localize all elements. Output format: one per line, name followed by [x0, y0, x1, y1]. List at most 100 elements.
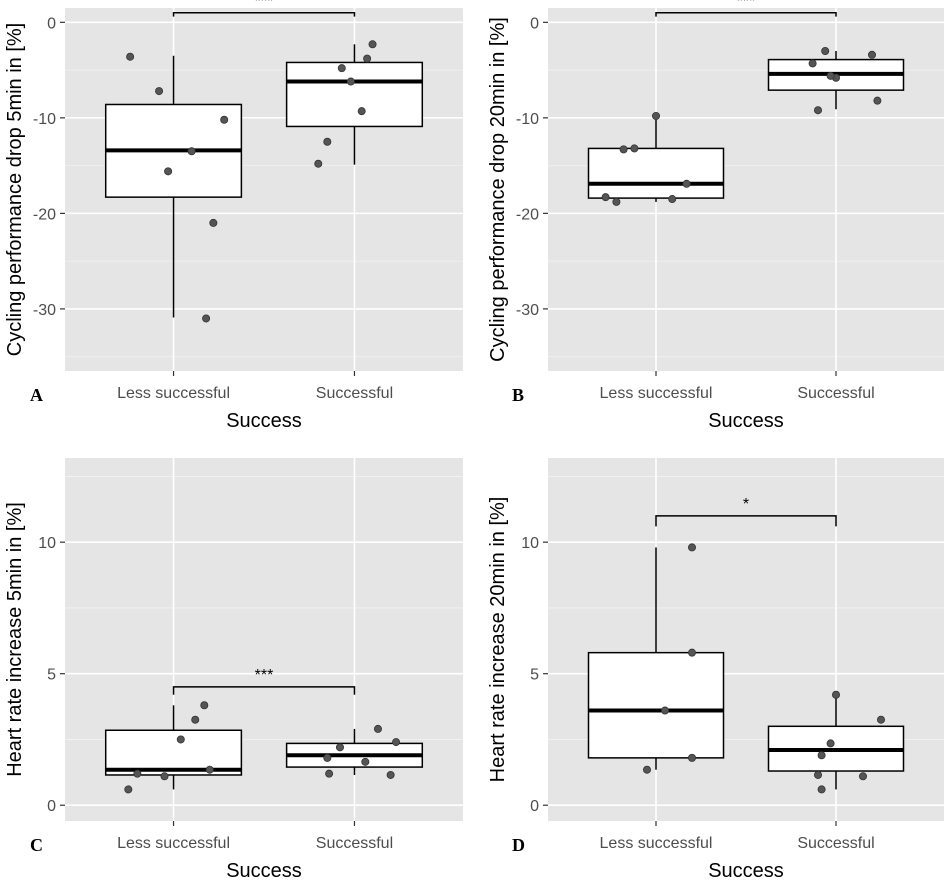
data-point [630, 144, 639, 153]
data-point [323, 753, 332, 762]
data-point [386, 770, 395, 779]
data-point [191, 715, 200, 724]
y-axis-title: Cycling performance drop 20min in [%] [487, 17, 509, 362]
data-point [826, 71, 835, 80]
data-point [832, 690, 841, 699]
data-point [661, 706, 670, 715]
y-tick-label: -10 [516, 111, 539, 128]
data-point [160, 772, 169, 781]
data-point [209, 218, 218, 227]
y-axis-title: Heart rate increase 5min in [%] [4, 502, 26, 777]
data-point [363, 54, 372, 63]
data-point [392, 738, 401, 747]
data-point [187, 147, 196, 156]
data-point [826, 739, 835, 748]
x-tick-label: Successful [797, 835, 874, 852]
y-axis-title: Heart rate increase 20min in [%] [487, 497, 509, 783]
y-tick-label: -30 [516, 302, 539, 319]
data-point [808, 59, 817, 68]
y-tick-label: 0 [47, 798, 56, 815]
data-point [346, 77, 355, 86]
x-tick-label: Successful [316, 835, 393, 852]
data-point [873, 96, 882, 105]
data-point [859, 772, 868, 781]
x-axis-title: Success [226, 860, 302, 882]
y-tick-label: 10 [38, 535, 56, 552]
significance-label: *** [255, 0, 274, 10]
panel-letter: A [30, 385, 43, 405]
y-tick-label: 10 [521, 535, 539, 552]
data-point [643, 765, 652, 774]
significance-bracket [655, 515, 837, 527]
x-tick-label: Less successful [600, 835, 713, 852]
data-point [220, 115, 229, 124]
data-point [601, 193, 610, 202]
data-point [323, 137, 332, 146]
data-point [373, 724, 382, 733]
data-point [205, 765, 214, 774]
data-point [668, 195, 677, 204]
x-tick-label: Less successful [117, 835, 230, 852]
significance-bracket [172, 686, 356, 695]
y-tick-label: 5 [530, 667, 539, 684]
data-point [325, 769, 334, 778]
box-less-successful [587, 147, 725, 199]
box-successful [285, 61, 424, 128]
data-point [682, 179, 691, 188]
data-point [619, 145, 628, 154]
chart-panel-d: 0 5 10 Less successful Successful * Success Hea… [487, 458, 944, 882]
data-point [817, 751, 826, 760]
data-point [688, 543, 697, 552]
x-axis-title: Success [708, 860, 784, 882]
data-point [817, 785, 826, 794]
x-tick-label: Successful [797, 385, 874, 402]
significance-label: *** [255, 667, 274, 684]
y-axis-title: Cycling performance drop 5min in [%] [4, 23, 26, 356]
data-point [155, 87, 164, 96]
x-tick-label: Less successful [117, 385, 230, 402]
data-point [124, 785, 133, 794]
data-point [688, 648, 697, 657]
x-axis-title: Success [226, 410, 302, 432]
panel-letter: B [512, 385, 524, 405]
y-tick-label: -20 [33, 206, 56, 223]
data-point [814, 106, 823, 115]
data-point [337, 64, 346, 73]
data-point [877, 715, 886, 724]
data-point [688, 753, 697, 762]
data-point [314, 159, 323, 168]
data-point [357, 107, 366, 116]
data-point [335, 743, 344, 752]
significance-bracket [172, 12, 356, 17]
x-tick-label: Less successful [600, 385, 713, 402]
data-point [202, 314, 211, 323]
data-point [164, 167, 173, 176]
data-point [652, 111, 661, 120]
y-tick-label: -10 [33, 111, 56, 128]
box-less-successful [587, 651, 725, 759]
x-axis-title: Success [708, 410, 784, 432]
box-less-successful [104, 729, 243, 776]
data-point [126, 52, 135, 61]
panel-letter: C [30, 835, 43, 855]
y-tick-label: 0 [530, 798, 539, 815]
y-tick-label: -20 [516, 206, 539, 223]
significance-bracket [655, 12, 837, 17]
data-point [868, 50, 877, 59]
significance-label: *** [737, 0, 756, 10]
data-point [200, 701, 209, 710]
data-point [814, 770, 823, 779]
x-tick-label: Successful [316, 385, 393, 402]
chart-panel-a: 0 -10 -20 -30 Less successful Successful *** Su… [4, 0, 463, 432]
y-tick-label: -30 [33, 302, 56, 319]
data-point [133, 769, 142, 778]
data-point [368, 40, 377, 49]
panel-letter: D [512, 835, 525, 855]
y-tick-label: 5 [47, 667, 56, 684]
data-point [821, 46, 830, 55]
significance-label: * [743, 496, 749, 513]
data-point [176, 735, 185, 744]
data-point [612, 197, 621, 206]
y-tick-label: 0 [530, 15, 539, 32]
